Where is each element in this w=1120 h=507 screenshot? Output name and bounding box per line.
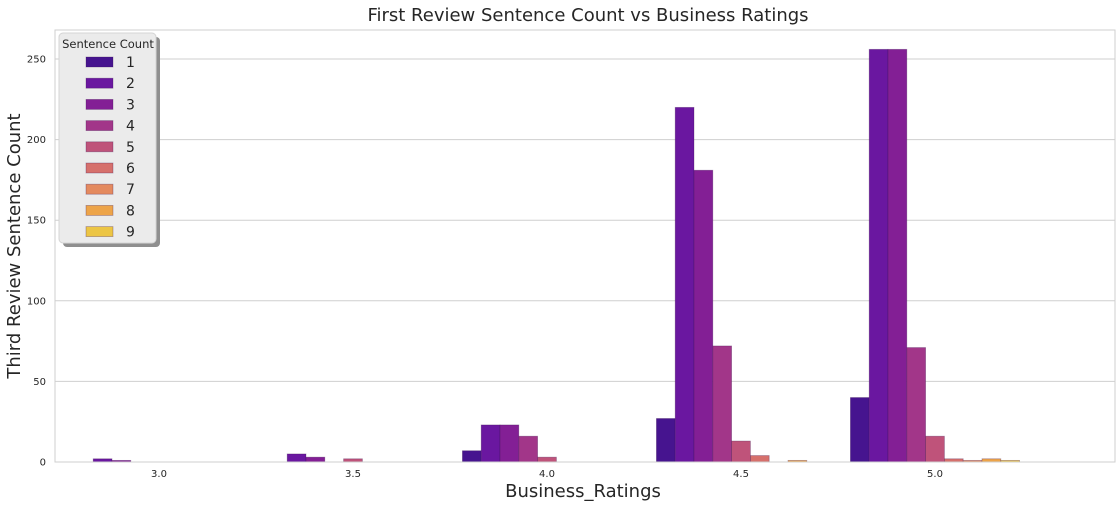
legend-label: 8 [126, 203, 135, 219]
chart-title: First Review Sentence Count vs Business … [367, 5, 808, 26]
legend-label: 5 [126, 140, 135, 156]
grid-lines [55, 58, 1115, 382]
bar [480, 424, 501, 463]
legend-swatch [85, 120, 114, 131]
y-axis-label: Third Review Sentence Count [4, 113, 25, 379]
x-tick-label: 5.0 [927, 469, 943, 480]
y-tick-label: 50 [33, 377, 46, 388]
bar [286, 453, 307, 463]
y-tick-labels: 0 50 100 150 200 250 [27, 55, 46, 469]
bar [906, 347, 926, 463]
bar [656, 418, 676, 463]
legend-swatch [85, 99, 114, 110]
bar [887, 48, 908, 463]
legend-items: 1 2 3 4 5 6 7 8 9 [85, 55, 135, 241]
legend-swatch [85, 56, 114, 68]
legend-box [58, 32, 157, 244]
legend-swatch [85, 162, 114, 174]
legend-label: 3 [126, 97, 135, 113]
legend-label: 9 [126, 225, 135, 241]
bar [731, 440, 751, 463]
legend-swatch [85, 204, 114, 216]
bars [92, 48, 1020, 463]
bar [750, 455, 770, 463]
bar [850, 397, 870, 463]
y-tick-label: 250 [27, 55, 46, 66]
x-tick-label: 4.5 [733, 469, 749, 480]
legend: Sentence Count 1 2 3 4 5 6 7 8 9 [58, 32, 160, 247]
legend-swatch [85, 141, 114, 153]
bar [712, 345, 732, 463]
legend-label: 4 [126, 119, 135, 135]
bar [461, 450, 482, 463]
legend-label: 1 [126, 55, 135, 71]
y-tick-label: 0 [40, 458, 46, 469]
bar [537, 456, 557, 463]
legend-swatch [85, 183, 114, 195]
legend-label: 7 [126, 182, 135, 198]
y-tick-label: 200 [27, 135, 46, 146]
legend-label: 6 [126, 161, 135, 177]
y-tick-label: 100 [27, 296, 46, 307]
legend-swatch [85, 226, 114, 238]
bar [518, 435, 538, 463]
x-axis-label: Business_Ratings [505, 481, 661, 502]
bar [674, 106, 695, 463]
bar [868, 48, 889, 463]
bar [499, 424, 520, 463]
y-tick-label: 150 [27, 216, 46, 227]
plot-frame [54, 29, 1116, 463]
x-tick-labels: 3.0 3.5 4.0 4.5 5.0 [151, 469, 943, 480]
legend-title: Sentence Count [62, 37, 154, 51]
bar [925, 435, 945, 463]
legend-label: 2 [126, 76, 135, 92]
bar [693, 169, 714, 463]
bar [305, 456, 326, 463]
x-tick-label: 4.0 [539, 469, 555, 480]
legend-swatch [85, 77, 114, 89]
x-tick-label: 3.5 [345, 469, 361, 480]
x-tick-label: 3.0 [151, 469, 167, 480]
